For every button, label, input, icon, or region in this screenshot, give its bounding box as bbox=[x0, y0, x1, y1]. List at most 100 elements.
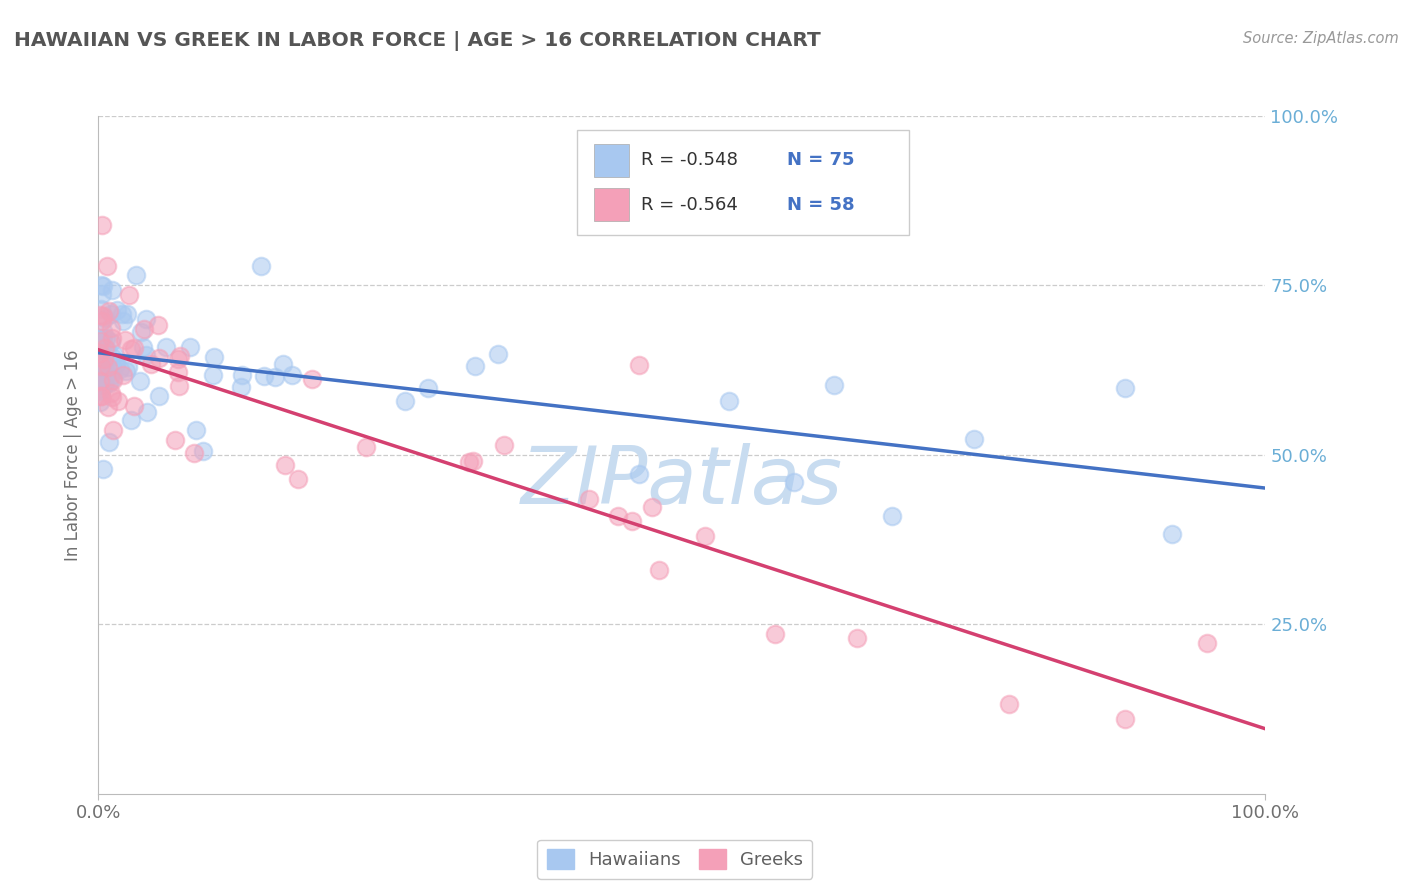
Point bbox=[93, 351, 115, 366]
Point bbox=[640, 500, 662, 515]
Point bbox=[148, 389, 170, 403]
Point bbox=[97, 376, 120, 390]
Point bbox=[169, 349, 191, 363]
Point bbox=[90, 313, 112, 327]
Point bbox=[101, 423, 124, 437]
Point bbox=[463, 454, 485, 468]
Point bbox=[90, 389, 112, 403]
Point bbox=[120, 413, 142, 427]
Point bbox=[89, 364, 111, 378]
Y-axis label: In Labor Force | Age > 16: In Labor Force | Age > 16 bbox=[65, 349, 83, 561]
Point bbox=[100, 386, 122, 401]
Point bbox=[179, 340, 201, 354]
FancyBboxPatch shape bbox=[595, 145, 630, 177]
Point bbox=[117, 288, 139, 302]
Point bbox=[97, 304, 120, 318]
Point bbox=[578, 491, 600, 506]
Point bbox=[115, 364, 138, 378]
Point bbox=[167, 365, 190, 379]
Point bbox=[628, 359, 651, 373]
Point bbox=[90, 286, 112, 301]
Point bbox=[880, 509, 903, 524]
Point bbox=[96, 259, 118, 273]
Point bbox=[132, 322, 155, 336]
Point bbox=[763, 626, 786, 640]
Text: R = -0.548: R = -0.548 bbox=[641, 151, 738, 169]
Point bbox=[846, 631, 869, 645]
Point bbox=[167, 378, 190, 392]
Point bbox=[96, 343, 118, 358]
Point bbox=[100, 331, 122, 345]
Point bbox=[201, 368, 224, 382]
Point bbox=[1161, 527, 1184, 541]
Point bbox=[647, 563, 669, 577]
Point bbox=[823, 378, 845, 392]
Point bbox=[90, 384, 112, 398]
Point bbox=[100, 350, 122, 364]
Point bbox=[1195, 636, 1218, 650]
Point bbox=[120, 342, 142, 356]
Point bbox=[264, 370, 287, 384]
Point bbox=[163, 433, 186, 447]
Point bbox=[418, 381, 440, 395]
Point bbox=[273, 357, 295, 371]
Point bbox=[155, 340, 177, 354]
Point bbox=[100, 369, 122, 384]
Point bbox=[90, 359, 112, 373]
Point bbox=[97, 435, 120, 450]
Point bbox=[97, 360, 120, 375]
Point bbox=[90, 350, 112, 364]
Point bbox=[90, 360, 112, 375]
Point bbox=[100, 321, 122, 335]
Point bbox=[486, 347, 509, 361]
Point bbox=[193, 444, 215, 458]
Legend: Hawaiians, Greeks: Hawaiians, Greeks bbox=[537, 839, 813, 879]
Point bbox=[91, 279, 114, 293]
Point bbox=[89, 277, 111, 292]
Point bbox=[124, 268, 146, 282]
Text: N = 58: N = 58 bbox=[787, 196, 855, 214]
FancyBboxPatch shape bbox=[576, 129, 910, 235]
Point bbox=[89, 334, 111, 348]
Point bbox=[141, 357, 163, 371]
Point bbox=[100, 334, 122, 349]
Point bbox=[89, 374, 111, 388]
Point bbox=[124, 341, 146, 355]
Text: HAWAIIAN VS GREEK IN LABOR FORCE | AGE > 16 CORRELATION CHART: HAWAIIAN VS GREEK IN LABOR FORCE | AGE >… bbox=[14, 31, 821, 51]
Point bbox=[107, 394, 129, 409]
Point bbox=[94, 310, 117, 325]
Point bbox=[627, 467, 650, 481]
Point bbox=[253, 368, 276, 383]
Point bbox=[105, 303, 128, 318]
Point bbox=[91, 309, 114, 323]
Point bbox=[148, 351, 170, 365]
Point bbox=[122, 399, 145, 413]
Point bbox=[111, 368, 134, 382]
Point bbox=[100, 283, 122, 297]
Point bbox=[962, 432, 984, 446]
Point bbox=[167, 352, 190, 367]
Point bbox=[111, 307, 134, 321]
Point bbox=[89, 346, 111, 360]
Point bbox=[129, 374, 152, 388]
Point bbox=[89, 331, 111, 345]
Point bbox=[136, 405, 159, 419]
Point bbox=[90, 302, 112, 317]
Point bbox=[1114, 381, 1136, 395]
Point bbox=[274, 458, 297, 472]
Point bbox=[114, 333, 136, 347]
Point bbox=[89, 382, 111, 396]
Point bbox=[146, 318, 169, 332]
Point bbox=[250, 259, 273, 273]
Point bbox=[93, 377, 115, 392]
Point bbox=[204, 350, 226, 364]
FancyBboxPatch shape bbox=[595, 188, 630, 221]
Point bbox=[112, 313, 135, 327]
Point bbox=[135, 312, 157, 326]
Point bbox=[1114, 712, 1136, 726]
Point bbox=[93, 331, 115, 345]
Point bbox=[89, 332, 111, 346]
Point bbox=[90, 343, 112, 357]
Point bbox=[96, 331, 118, 345]
Point bbox=[90, 389, 112, 403]
